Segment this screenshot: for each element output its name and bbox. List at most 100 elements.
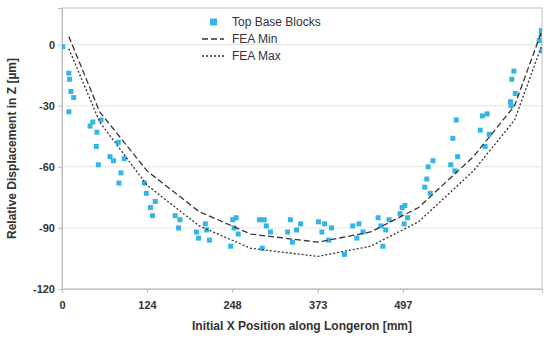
tick-mark [58, 228, 62, 229]
tick: 0 [59, 289, 65, 311]
data-point [94, 144, 99, 149]
data-point [350, 223, 355, 228]
data-point [67, 77, 72, 82]
data-point [122, 156, 127, 161]
data-point [153, 199, 158, 204]
data-point [90, 120, 95, 125]
data-point [173, 213, 178, 218]
data-point [194, 229, 199, 234]
data-point [288, 217, 293, 222]
data-point [116, 140, 121, 145]
tick: 373 [309, 289, 327, 311]
legend-swatch [202, 38, 224, 39]
data-point [405, 215, 410, 220]
axis-line [63, 290, 543, 294]
legend-swatch [202, 55, 224, 56]
data-point [356, 221, 361, 226]
data-point [480, 113, 485, 118]
legend-swatch [210, 19, 217, 26]
tick-label: 0 [49, 39, 55, 51]
data-point [234, 215, 239, 220]
tick: 497 [394, 289, 412, 311]
tick-mark [318, 289, 319, 293]
data-point [176, 225, 181, 230]
data-point [316, 219, 321, 224]
data-point [66, 71, 71, 76]
tick-label: -30 [39, 100, 55, 112]
y-axis: -120 -90 -60 -30 0 [33, 9, 63, 296]
legend-label: Top Base Blocks [232, 15, 321, 29]
data-point [285, 229, 290, 234]
tick: -120 [33, 283, 62, 295]
tick: -30 [39, 100, 62, 112]
tick: 124 [138, 289, 157, 311]
data-point [380, 244, 385, 249]
data-point [422, 185, 427, 190]
tick-mark [58, 106, 62, 107]
data-point [319, 229, 324, 234]
data-point [94, 130, 99, 135]
legend-entry: Top Base Blocks [210, 15, 321, 29]
data-point [487, 132, 492, 137]
grid-line [62, 227, 542, 228]
data-point [485, 111, 490, 116]
data-point [539, 28, 542, 33]
tick-label: 124 [138, 299, 157, 311]
data-point [118, 170, 123, 175]
data-point [150, 213, 155, 218]
data-point [203, 221, 208, 226]
tick-mark [58, 289, 62, 290]
tick: 248 [223, 289, 241, 311]
x-axis: 0 124 248 373 497 [59, 289, 542, 311]
tick: 0 [49, 39, 62, 51]
data-point [455, 154, 460, 159]
data-point [322, 221, 327, 226]
tick-mark [403, 289, 404, 293]
data-point [268, 229, 273, 234]
data-point [236, 232, 241, 237]
data-point [402, 203, 407, 208]
data-point [111, 158, 116, 163]
data-point [204, 227, 209, 232]
data-point [116, 181, 121, 186]
data-point [68, 89, 73, 94]
tick-mark [232, 289, 233, 293]
tick-label: 0 [59, 299, 65, 311]
grid [62, 45, 542, 289]
data-point [290, 240, 295, 245]
data-point [402, 221, 407, 226]
tick-label: -120 [33, 283, 55, 295]
legend-label: FEA Min [232, 32, 277, 46]
series-line [69, 30, 542, 242]
data-point [264, 223, 269, 228]
chart: 0124248373497-120-90-60-300Initial X Pos… [0, 0, 544, 342]
data-point [62, 44, 65, 49]
data-point [424, 177, 429, 182]
data-point [426, 164, 431, 169]
tick-mark [58, 45, 62, 46]
tick-mark [58, 167, 62, 168]
data-point [96, 162, 101, 167]
data-point [509, 103, 514, 108]
data-point [294, 227, 299, 232]
tick-label: 248 [223, 299, 241, 311]
tick-mark [147, 289, 148, 293]
grid-line [62, 44, 542, 45]
grid-line [62, 105, 542, 106]
tick: -60 [39, 161, 62, 173]
series-line [69, 45, 542, 257]
data-point [448, 162, 453, 167]
data-point [478, 128, 483, 133]
data-point [177, 217, 182, 222]
data-point [66, 109, 71, 114]
data-point [511, 69, 516, 74]
marks [62, 28, 542, 257]
tick: -90 [39, 222, 62, 234]
plot-frame [62, 8, 542, 289]
data-point [376, 215, 381, 220]
data-point [342, 252, 347, 257]
y-axis-title: Relative Displacement in Z [µm] [5, 58, 19, 239]
data-point [454, 117, 459, 122]
data-point [257, 217, 262, 222]
legend: Top Base BlocksFEA MinFEA Max [202, 15, 321, 63]
